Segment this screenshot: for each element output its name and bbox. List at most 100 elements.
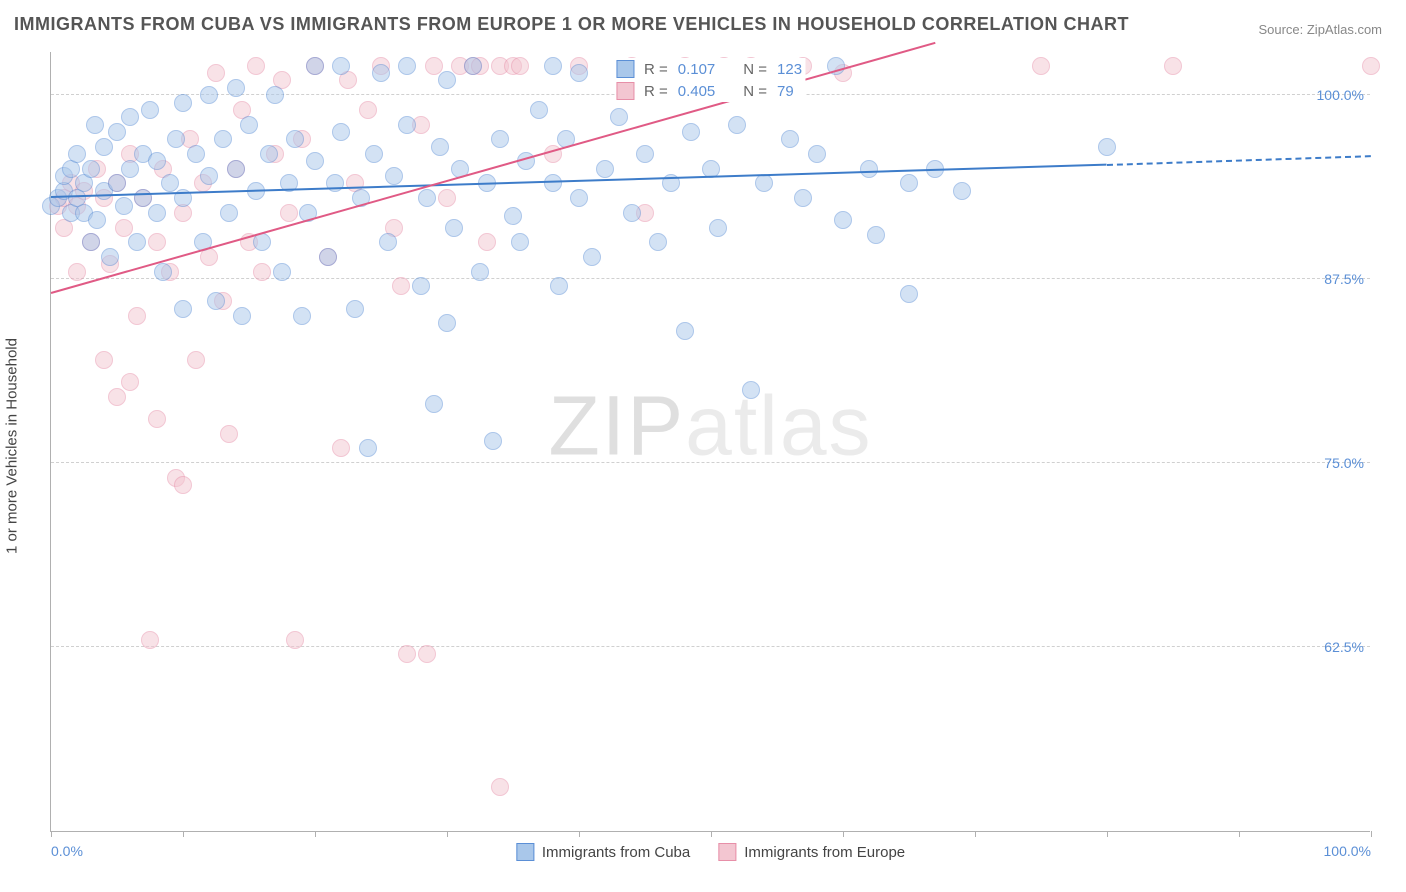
scatter-point [247,57,265,75]
ytick-label: 87.5% [1324,271,1372,287]
scatter-point [418,189,436,207]
ytick-label: 100.0% [1317,87,1372,103]
scatter-plot-area: ZIPatlas R = 0.107 N = 123 R = 0.405 N =… [50,52,1370,832]
scatter-point [464,57,482,75]
scatter-point [491,130,509,148]
scatter-point [365,145,383,163]
scatter-point [438,71,456,89]
scatter-point [200,167,218,185]
scatter-point [379,233,397,251]
scatter-point [900,174,918,192]
swatch-europe-bottom [718,843,736,861]
scatter-point [95,351,113,369]
xtick [1239,831,1240,837]
scatter-point [425,395,443,413]
legend-row-cuba: R = 0.107 N = 123 [616,58,805,80]
legend-item-europe: Immigrants from Europe [718,843,905,861]
scatter-point [398,645,416,663]
swatch-europe [616,82,634,100]
scatter-point [306,57,324,75]
scatter-point [220,204,238,222]
scatter-point [636,145,654,163]
watermark-atlas: atlas [685,378,872,472]
scatter-point [1164,57,1182,75]
scatter-point [504,207,522,225]
scatter-point [141,631,159,649]
scatter-point [220,425,238,443]
xtick [975,831,976,837]
scatter-point [82,160,100,178]
legend-r-label: R = [644,61,668,78]
scatter-point [583,248,601,266]
scatter-point [108,174,126,192]
xtick [51,831,52,837]
scatter-point [491,778,509,796]
xtick [579,831,580,837]
scatter-point [755,174,773,192]
scatter-point [471,263,489,281]
scatter-point [359,439,377,457]
scatter-point [682,123,700,141]
scatter-point [101,248,119,266]
scatter-point [1098,138,1116,156]
scatter-point [392,277,410,295]
scatter-point [115,219,133,237]
scatter-point [115,197,133,215]
scatter-point [319,248,337,266]
xtick [447,831,448,837]
scatter-point [240,116,258,134]
scatter-point [174,300,192,318]
watermark: ZIPatlas [548,377,872,474]
scatter-point [88,211,106,229]
scatter-point [570,64,588,82]
scatter-point [511,233,529,251]
scatter-point [332,439,350,457]
scatter-point [253,263,271,281]
scatter-point [794,189,812,207]
scatter-point [332,57,350,75]
scatter-point [834,211,852,229]
scatter-point [808,145,826,163]
scatter-point [161,174,179,192]
scatter-point [478,233,496,251]
legend-item-cuba: Immigrants from Cuba [516,843,690,861]
scatter-point [187,351,205,369]
swatch-cuba [616,60,634,78]
gridline [51,278,1370,279]
scatter-point [438,189,456,207]
scatter-point [280,204,298,222]
chart-title: IMMIGRANTS FROM CUBA VS IMMIGRANTS FROM … [14,14,1129,35]
legend-n-label: N = [743,83,767,100]
scatter-point [200,86,218,104]
y-axis-label: 1 or more Vehicles in Household [4,338,21,554]
scatter-point [148,152,166,170]
scatter-point [418,645,436,663]
scatter-point [214,130,232,148]
scatter-point [550,277,568,295]
scatter-point [511,57,529,75]
scatter-point [207,64,225,82]
scatter-point [900,285,918,303]
scatter-point [425,57,443,75]
scatter-point [1362,57,1380,75]
xtick [1107,831,1108,837]
scatter-point [95,138,113,156]
legend-r-value-cuba: 0.107 [678,61,716,78]
scatter-point [227,160,245,178]
scatter-point [359,101,377,119]
legend-r-value-europe: 0.405 [678,83,716,100]
xtick-label: 100.0% [1324,843,1371,859]
scatter-point [227,79,245,97]
xtick [1371,831,1372,837]
scatter-point [148,233,166,251]
ytick-label: 75.0% [1324,455,1372,471]
scatter-point [398,57,416,75]
scatter-point [445,219,463,237]
scatter-point [781,130,799,148]
scatter-point [438,314,456,332]
scatter-point [260,145,278,163]
scatter-point [530,101,548,119]
scatter-point [676,322,694,340]
scatter-point [953,182,971,200]
scatter-point [68,145,86,163]
